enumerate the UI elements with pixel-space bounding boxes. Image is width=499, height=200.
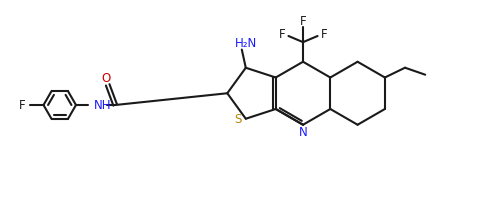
Text: N: N (299, 126, 307, 139)
Text: F: F (321, 28, 327, 41)
Text: F: F (19, 99, 26, 112)
Text: H₂N: H₂N (235, 37, 257, 50)
Text: NH: NH (94, 99, 112, 112)
Text: F: F (300, 15, 306, 28)
Text: F: F (278, 28, 285, 41)
Text: O: O (102, 71, 111, 84)
Text: S: S (234, 113, 242, 126)
